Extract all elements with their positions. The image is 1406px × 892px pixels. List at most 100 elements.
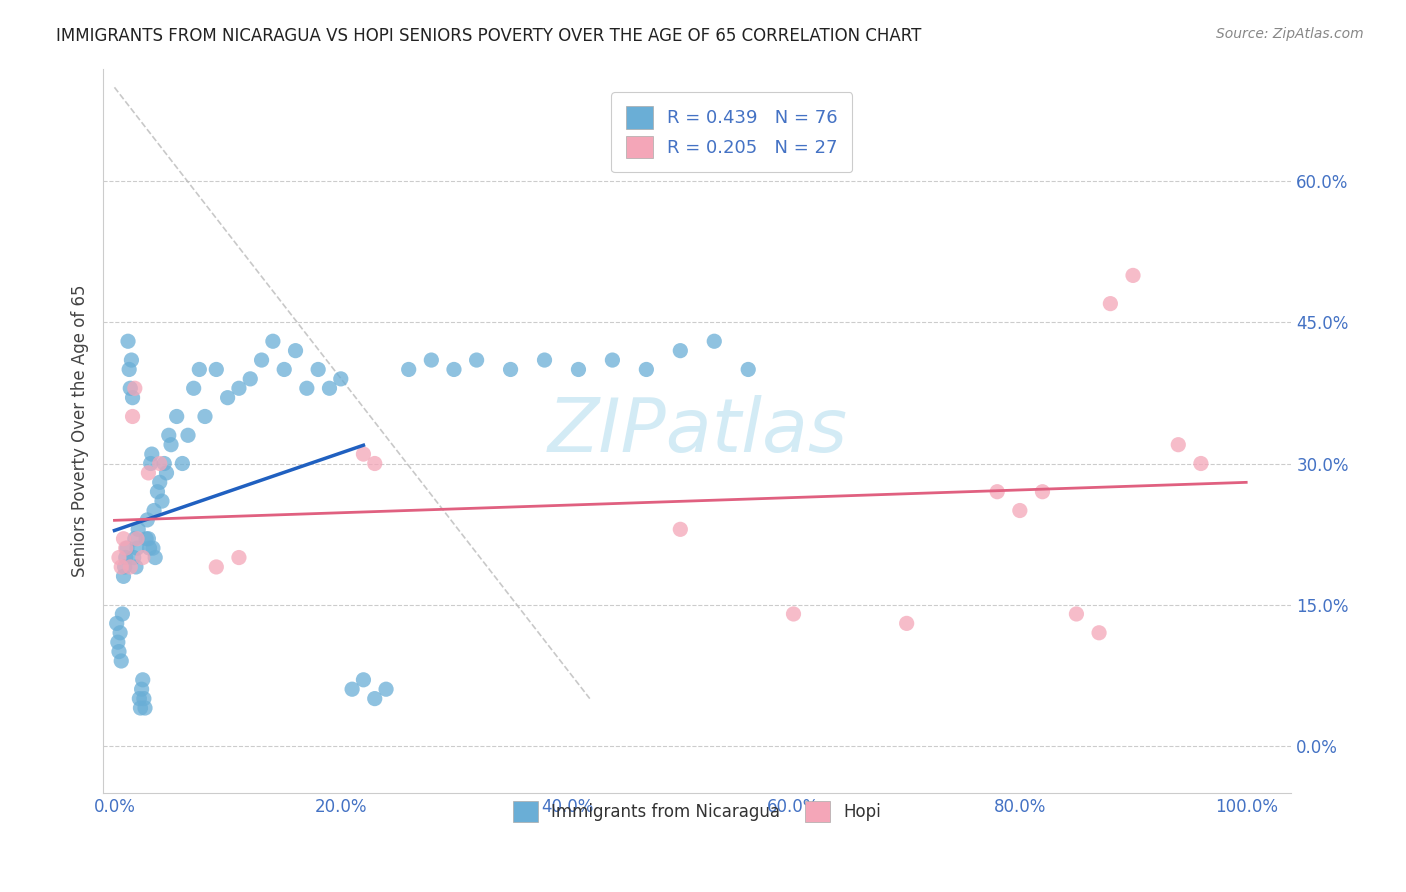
- Point: [127, 522, 149, 536]
- Point: [1088, 625, 1111, 640]
- Point: [120, 381, 142, 395]
- Point: [112, 569, 135, 583]
- Point: [364, 457, 387, 471]
- Point: [124, 532, 146, 546]
- Point: [1031, 484, 1053, 499]
- Point: [135, 532, 157, 546]
- Point: [295, 381, 318, 395]
- Point: [138, 541, 160, 556]
- Point: [896, 616, 918, 631]
- Point: [122, 550, 145, 565]
- Point: [132, 550, 155, 565]
- Point: [155, 466, 177, 480]
- Point: [142, 541, 165, 556]
- Point: [669, 343, 692, 358]
- Point: [149, 475, 172, 490]
- Legend: Immigrants from Nicaragua, Hopi: Immigrants from Nicaragua, Hopi: [499, 788, 894, 835]
- Point: [307, 362, 329, 376]
- Point: [177, 428, 200, 442]
- Point: [111, 607, 134, 621]
- Point: [117, 334, 139, 349]
- Point: [172, 457, 194, 471]
- Point: [143, 550, 166, 565]
- Point: [121, 409, 143, 424]
- Point: [375, 682, 398, 697]
- Point: [114, 541, 136, 556]
- Point: [273, 362, 295, 376]
- Point: [107, 635, 129, 649]
- Point: [141, 447, 163, 461]
- Point: [112, 532, 135, 546]
- Point: [239, 372, 262, 386]
- Text: Source: ZipAtlas.com: Source: ZipAtlas.com: [1216, 27, 1364, 41]
- Point: [124, 381, 146, 395]
- Point: [217, 391, 239, 405]
- Point: [118, 362, 141, 376]
- Point: [149, 457, 172, 471]
- Point: [108, 550, 131, 565]
- Y-axis label: Seniors Poverty Over the Age of 65: Seniors Poverty Over the Age of 65: [72, 285, 89, 577]
- Point: [782, 607, 804, 621]
- Text: ZIPatlas: ZIPatlas: [547, 394, 848, 467]
- Point: [636, 362, 658, 376]
- Point: [139, 457, 162, 471]
- Point: [262, 334, 284, 349]
- Point: [146, 484, 169, 499]
- Point: [125, 560, 148, 574]
- Point: [205, 560, 228, 574]
- Point: [157, 428, 180, 442]
- Point: [110, 560, 132, 574]
- Point: [1122, 268, 1144, 283]
- Point: [188, 362, 211, 376]
- Point: [143, 503, 166, 517]
- Point: [114, 550, 136, 565]
- Point: [567, 362, 589, 376]
- Point: [329, 372, 352, 386]
- Point: [284, 343, 307, 358]
- Point: [250, 353, 273, 368]
- Point: [125, 541, 148, 556]
- Point: [352, 447, 374, 461]
- Point: [986, 484, 1008, 499]
- Point: [114, 560, 136, 574]
- Point: [1099, 296, 1122, 310]
- Point: [131, 682, 153, 697]
- Point: [132, 673, 155, 687]
- Point: [420, 353, 443, 368]
- Point: [669, 522, 692, 536]
- Point: [138, 466, 160, 480]
- Point: [160, 438, 183, 452]
- Point: [134, 701, 156, 715]
- Point: [150, 494, 173, 508]
- Point: [533, 353, 555, 368]
- Point: [121, 391, 143, 405]
- Point: [364, 691, 387, 706]
- Point: [443, 362, 465, 376]
- Point: [228, 550, 250, 565]
- Point: [120, 353, 142, 368]
- Point: [194, 409, 217, 424]
- Point: [125, 532, 148, 546]
- Point: [183, 381, 205, 395]
- Point: [108, 644, 131, 658]
- Point: [108, 625, 131, 640]
- Point: [1167, 438, 1189, 452]
- Point: [205, 362, 228, 376]
- Point: [703, 334, 725, 349]
- Point: [352, 673, 374, 687]
- Point: [115, 541, 138, 556]
- Text: IMMIGRANTS FROM NICARAGUA VS HOPI SENIORS POVERTY OVER THE AGE OF 65 CORRELATION: IMMIGRANTS FROM NICARAGUA VS HOPI SENIOR…: [56, 27, 921, 45]
- Point: [153, 457, 176, 471]
- Point: [110, 654, 132, 668]
- Point: [166, 409, 188, 424]
- Point: [228, 381, 250, 395]
- Point: [499, 362, 522, 376]
- Point: [120, 560, 142, 574]
- Point: [105, 616, 128, 631]
- Point: [318, 381, 340, 395]
- Point: [128, 691, 150, 706]
- Point: [398, 362, 420, 376]
- Point: [737, 362, 759, 376]
- Point: [136, 513, 159, 527]
- Point: [1066, 607, 1088, 621]
